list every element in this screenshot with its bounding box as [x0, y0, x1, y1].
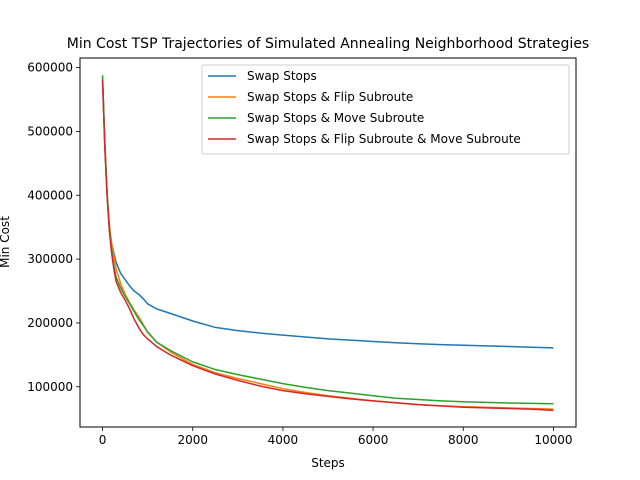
x-tick-label: 2000: [177, 433, 208, 447]
x-tick-label: 4000: [268, 433, 299, 447]
legend-label-4: Swap Stops & Flip Subroute & Move Subrou…: [247, 132, 521, 146]
chart-title: Min Cost TSP Trajectories of Simulated A…: [67, 36, 589, 52]
x-tick-label: 0: [99, 433, 107, 447]
x-axis-label: Steps: [311, 456, 345, 470]
y-tick-label: 500000: [27, 124, 73, 138]
y-tick-label: 200000: [27, 316, 73, 330]
legend-box: [201, 64, 570, 155]
y-tick-label: 100000: [27, 380, 73, 394]
legend: Swap Stops Swap Stops & Flip Subroute Swap…: [201, 64, 570, 155]
series-line-4: [101, 80, 554, 412]
legend-label-3: Swap Stops & Move Subroute: [247, 111, 424, 125]
x-tick-label: 8000: [448, 433, 479, 447]
y-axis-label: Min Cost: [0, 216, 12, 268]
legend-label-1: Swap Stops: [247, 69, 317, 83]
legend-label-2: Swap Stops & Flip Subroute: [247, 90, 413, 104]
x-tick-label: 6000: [358, 433, 389, 447]
x-tick-label: 10000: [534, 433, 572, 447]
series-lines: [101, 75, 554, 412]
plot-frame: [79, 57, 577, 428]
axis-ticks: 0 2000 4000 6000 8000 10000 100000 200000 300000…: [27, 61, 572, 447]
y-tick-label: 600000: [27, 61, 73, 75]
y-tick-label: 400000: [27, 188, 73, 202]
y-tick-label: 300000: [27, 252, 73, 266]
